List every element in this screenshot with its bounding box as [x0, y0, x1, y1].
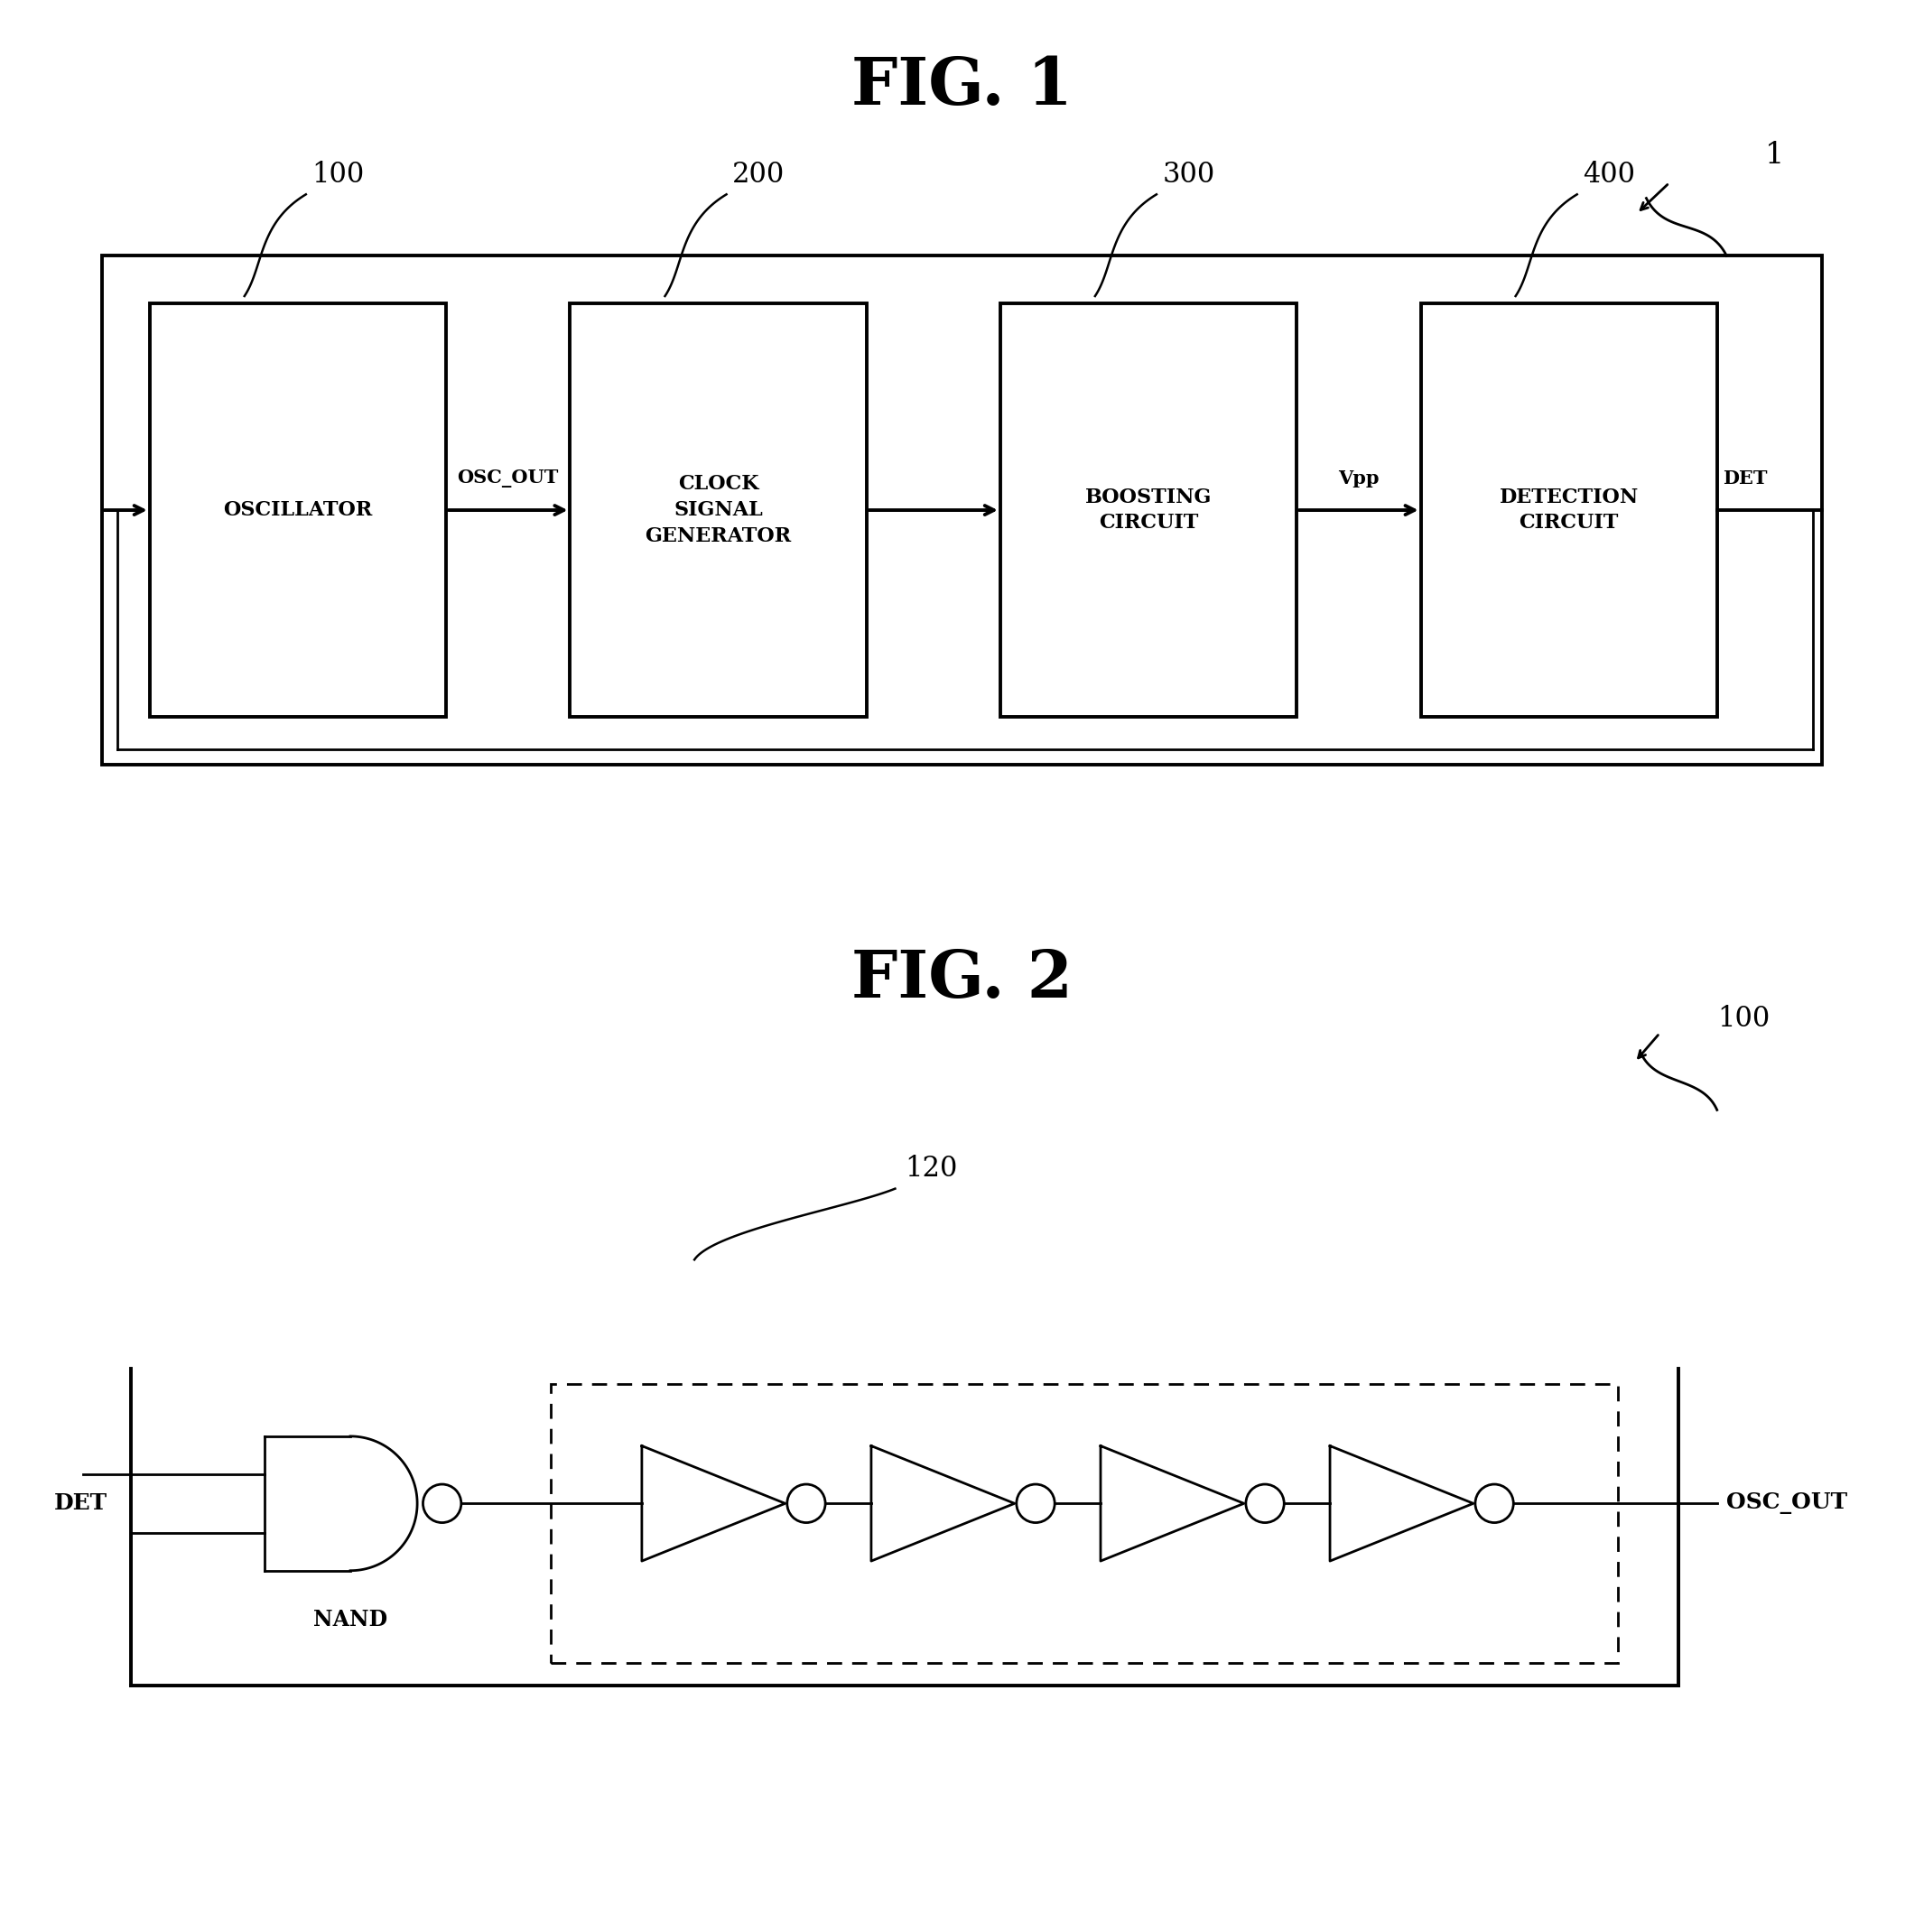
Text: FIG. 1: FIG. 1 — [852, 54, 1072, 118]
Text: 1: 1 — [1764, 141, 1784, 170]
Text: OSCILLATOR: OSCILLATOR — [223, 500, 373, 520]
Text: OSC_OUT: OSC_OUT — [458, 469, 558, 487]
Text: NAND: NAND — [314, 1609, 387, 1631]
Text: BOOSTING
CIRCUIT: BOOSTING CIRCUIT — [1085, 487, 1212, 533]
Text: 100: 100 — [1716, 1005, 1770, 1034]
Text: DET: DET — [1722, 469, 1768, 487]
Text: DETECTION
CIRCUIT: DETECTION CIRCUIT — [1499, 487, 1639, 533]
Bar — [1420, 303, 1716, 717]
Text: 400: 400 — [1583, 160, 1635, 189]
Text: 300: 300 — [1162, 160, 1214, 189]
Text: Vpp: Vpp — [1337, 469, 1380, 487]
Bar — [102, 255, 1822, 765]
Text: FIG. 2: FIG. 2 — [852, 947, 1072, 1010]
Text: OSC_OUT: OSC_OUT — [1726, 1493, 1847, 1515]
Bar — [550, 1385, 1618, 1663]
Bar — [570, 303, 866, 717]
Bar — [1000, 303, 1297, 717]
Text: CLOCK
SIGNAL
GENERATOR: CLOCK SIGNAL GENERATOR — [645, 473, 791, 547]
Bar — [150, 303, 446, 717]
Text: 100: 100 — [312, 160, 364, 189]
Text: 200: 200 — [733, 160, 785, 189]
Text: 120: 120 — [904, 1155, 958, 1182]
Text: DET: DET — [54, 1493, 108, 1515]
